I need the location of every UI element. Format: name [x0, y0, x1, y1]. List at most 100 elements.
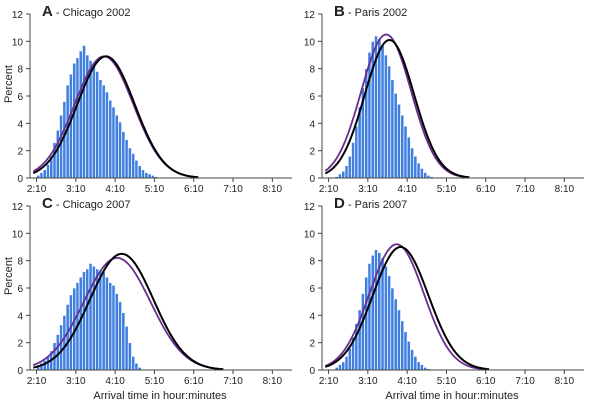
histogram-bar [380, 45, 385, 179]
y-tick-label: 2 [17, 339, 23, 350]
histogram-bar [364, 276, 369, 371]
histogram-bar [111, 106, 116, 179]
histogram-bar [351, 142, 356, 179]
histogram-bar [341, 170, 346, 179]
y-tick-label: 2 [309, 147, 315, 158]
y-tick-label: 8 [17, 65, 23, 76]
histogram-bar [406, 136, 411, 179]
histogram-bar [131, 355, 136, 371]
y-tick-label: 12 [12, 202, 24, 213]
histogram-bar [410, 147, 415, 179]
histogram-bar [59, 324, 64, 371]
histogram-bar [104, 276, 109, 371]
y-tick-label: 4 [309, 311, 315, 322]
histogram-bar [413, 355, 418, 371]
histogram-bar [144, 172, 149, 179]
histogram-bar [39, 172, 44, 179]
histogram-bar [419, 364, 424, 371]
histogram-bar [354, 125, 359, 179]
x-tick-label: 5:10 [145, 376, 165, 387]
fit-curve-black [33, 252, 224, 371]
histogram-bar [98, 79, 103, 179]
panel-d: 0 2 4 6 8 10 12 2:10 3:10 4:10 5:10 6:10 7:10 8:10 D -… [304, 195, 584, 387]
fit-curve-black [32, 55, 199, 179]
histogram-bar [108, 282, 113, 371]
x-tick-label: 4:10 [397, 184, 417, 195]
histogram-bar [101, 84, 106, 179]
y-tick-label: 0 [309, 366, 315, 377]
panel-subtitle: - Paris 2007 [345, 199, 407, 211]
x-tick-label: 8:10 [263, 376, 283, 387]
x-tick-label: 8:10 [555, 376, 575, 387]
x-tick-label: 4:10 [397, 376, 417, 387]
histogram-bar [416, 361, 421, 371]
y-tick-label: 6 [309, 284, 315, 295]
histogram-bar [360, 293, 365, 371]
histogram-bar [131, 153, 136, 179]
x-tick-label: 2:10 [27, 184, 47, 195]
histogram-bar [68, 294, 73, 371]
histogram-bar [396, 103, 401, 179]
y-tick-label: 6 [17, 92, 23, 103]
y-tick-label: 4 [309, 119, 315, 130]
histogram-bar [59, 114, 64, 179]
histogram-bar [127, 147, 132, 179]
histogram-bar [338, 173, 343, 179]
x-tick-label: 3:10 [358, 184, 378, 195]
histogram-bar [114, 293, 119, 371]
panel-subtitle: - Chicago 2007 [53, 199, 131, 211]
y-tick-label: 0 [17, 366, 23, 377]
panel-c: 0 2 4 6 8 10 12 2:10 3:10 4:10 5:10 6:10 7:10 8:10 C -… [12, 195, 292, 387]
histogram-bar [393, 92, 398, 179]
histogram-bar [387, 275, 392, 371]
histogram-bar [370, 254, 375, 371]
histogram-bar [410, 349, 415, 371]
histogram-bar [367, 51, 372, 179]
x-tick-label: 7:10 [223, 376, 243, 387]
panel-title: A - Chicago 2002 [42, 3, 131, 20]
histogram-bar [344, 165, 349, 179]
histogram-bar [134, 362, 139, 371]
panel-letter: A [42, 3, 53, 20]
y-tick-label: 2 [17, 147, 23, 158]
histogram-bar [387, 65, 392, 179]
histogram-bar [393, 298, 398, 371]
histogram-bar [75, 57, 80, 179]
histogram-bar [137, 165, 142, 179]
histogram-bar [413, 155, 418, 179]
y-tick-label: 6 [309, 92, 315, 103]
y-tick-label: 12 [12, 10, 24, 21]
histogram-bar [88, 60, 93, 179]
histogram-bar [91, 65, 96, 179]
panel-letter: B [334, 3, 345, 20]
histogram-bar [68, 73, 73, 179]
x-tick-label: 5:10 [437, 376, 457, 387]
histogram-bar [370, 40, 375, 179]
histogram-bar [374, 249, 379, 371]
y-tick-label: 8 [309, 257, 315, 268]
y-tick-label: 4 [17, 119, 23, 130]
histogram-bar [127, 342, 132, 371]
histogram-bar [367, 263, 372, 371]
histogram-bar [400, 114, 405, 179]
y-tick-label: 8 [309, 65, 315, 76]
y-tick-label: 6 [17, 284, 23, 295]
histogram-bar [111, 284, 116, 371]
y-tick-label: 8 [17, 257, 23, 268]
histogram-bar [347, 155, 352, 179]
histogram-bar [82, 271, 87, 371]
panel-subtitle: - Chicago 2002 [53, 7, 131, 19]
panel-subtitle: - Paris 2002 [345, 7, 407, 19]
y-tick-label: 2 [309, 339, 315, 350]
x-tick-label: 4:10 [105, 376, 125, 387]
panel-letter: C [42, 195, 53, 212]
x-tick-label: 6:10 [476, 184, 496, 195]
x-tick-label: 6:10 [184, 376, 204, 387]
histogram-bar [423, 172, 428, 179]
x-tick-label: 8:10 [263, 184, 283, 195]
histogram-bar [124, 139, 129, 179]
x-tick-label: 3:10 [66, 376, 86, 387]
histogram-bar [88, 263, 93, 371]
y-tick-label: 10 [304, 229, 316, 240]
y-axis-title-top: Percent [3, 65, 15, 103]
